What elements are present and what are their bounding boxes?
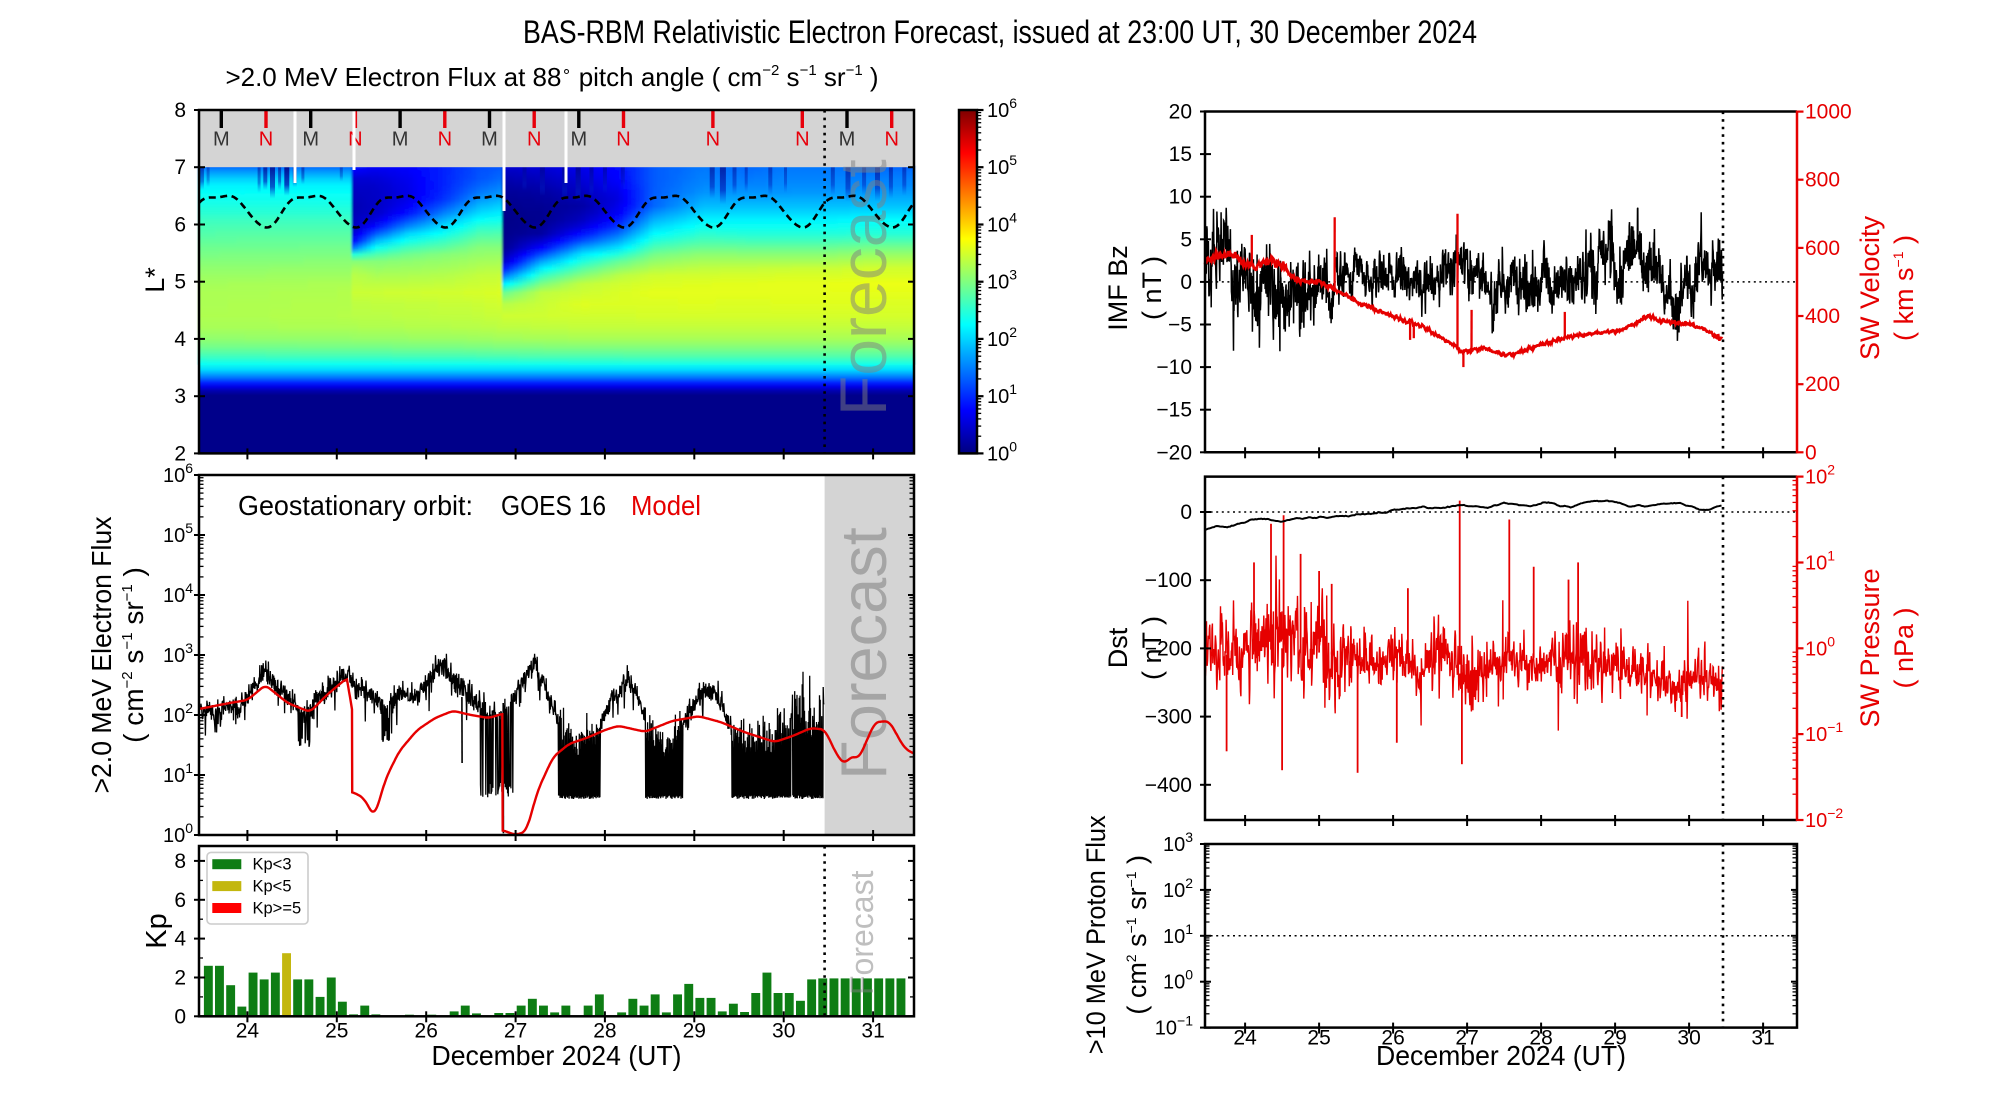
svg-text:SW Pressure: SW Pressure <box>1855 568 1885 727</box>
svg-text:M: M <box>392 129 409 151</box>
svg-text:M: M <box>839 129 856 151</box>
svg-text:29: 29 <box>683 1020 706 1043</box>
svg-text:Dst: Dst <box>1103 627 1133 668</box>
svg-text:>2.0 MeV Electron Flux: >2.0 MeV Electron Flux <box>86 517 117 794</box>
svg-text:600: 600 <box>1805 237 1840 260</box>
svg-text:Forecast: Forecast <box>826 159 900 416</box>
svg-text:26: 26 <box>1381 1027 1404 1050</box>
svg-text:SW Velocity: SW Velocity <box>1855 215 1885 360</box>
svg-text:−15: −15 <box>1156 399 1192 422</box>
svg-text:20: 20 <box>1169 101 1192 124</box>
svg-text:200: 200 <box>1805 373 1840 396</box>
svg-text:Geostationary orbit:: Geostationary orbit: <box>238 490 473 521</box>
svg-text:26: 26 <box>415 1020 438 1043</box>
svg-text:0: 0 <box>1180 271 1192 294</box>
svg-text:−10: −10 <box>1156 356 1192 379</box>
svg-text:10: 10 <box>1169 186 1192 209</box>
svg-text:Forecast: Forecast <box>827 527 900 780</box>
svg-text:30: 30 <box>1677 1027 1700 1050</box>
svg-text:2: 2 <box>174 442 186 465</box>
svg-text:( nT ): ( nT ) <box>1137 256 1167 320</box>
svg-text:400: 400 <box>1805 305 1840 328</box>
svg-text:102: 102 <box>1163 875 1193 902</box>
svg-text:1000: 1000 <box>1805 101 1852 124</box>
svg-text:7: 7 <box>174 156 186 179</box>
svg-text:28: 28 <box>1529 1027 1552 1050</box>
svg-text:Model: Model <box>631 490 701 521</box>
svg-text:800: 800 <box>1805 169 1840 192</box>
svg-text:N: N <box>795 129 809 151</box>
svg-text:M: M <box>213 129 230 151</box>
svg-text:6: 6 <box>174 214 186 237</box>
svg-text:December 2024 (UT): December 2024 (UT) <box>432 1040 682 1071</box>
svg-text:−100: −100 <box>1145 569 1192 592</box>
svg-text:N: N <box>706 129 720 151</box>
svg-text:GOES 16: GOES 16 <box>501 490 606 521</box>
svg-text:−300: −300 <box>1145 706 1192 729</box>
svg-text:0: 0 <box>174 1005 186 1028</box>
svg-text:5: 5 <box>1180 228 1192 251</box>
svg-text:Forecast: Forecast <box>844 870 880 995</box>
svg-text:December 2024 (UT): December 2024 (UT) <box>1376 1040 1626 1071</box>
svg-text:Kp>=5: Kp>=5 <box>253 900 302 918</box>
svg-text:6: 6 <box>174 889 186 912</box>
svg-text:25: 25 <box>325 1020 348 1043</box>
svg-text:M: M <box>481 129 498 151</box>
svg-text:5: 5 <box>174 271 186 294</box>
svg-text:28: 28 <box>593 1020 616 1043</box>
svg-text:( nPa ): ( nPa ) <box>1889 607 1919 688</box>
svg-text:N: N <box>616 129 630 151</box>
svg-text:>2.0 MeV Electron Flux at 88∘: >2.0 MeV Electron Flux at 88∘ pitch angl… <box>225 62 878 92</box>
svg-text:3: 3 <box>174 385 186 408</box>
svg-text:31: 31 <box>861 1020 884 1043</box>
svg-text:( km s−1 ): ( km s−1 ) <box>1889 235 1919 341</box>
svg-text:31: 31 <box>1751 1027 1774 1050</box>
svg-text:M: M <box>302 129 319 151</box>
svg-text:N: N <box>884 129 898 151</box>
svg-text:4: 4 <box>174 928 186 951</box>
svg-text:24: 24 <box>1233 1027 1257 1050</box>
svg-text:BAS-RBM Relativistic Electron: BAS-RBM Relativistic Electron Forecast, … <box>523 14 1477 50</box>
svg-text:>10 MeV Proton Flux: >10 MeV Proton Flux <box>1081 815 1111 1054</box>
svg-text:−20: −20 <box>1156 441 1192 464</box>
svg-text:8: 8 <box>174 850 186 873</box>
svg-text:0: 0 <box>1180 501 1192 524</box>
svg-text:15: 15 <box>1169 143 1192 166</box>
svg-text:−5: −5 <box>1168 314 1192 337</box>
svg-text:4: 4 <box>174 328 186 351</box>
svg-text:27: 27 <box>1455 1027 1478 1050</box>
svg-text:Kp: Kp <box>141 913 173 948</box>
svg-text:−200: −200 <box>1145 637 1192 660</box>
svg-text:27: 27 <box>504 1020 527 1043</box>
svg-text:25: 25 <box>1307 1027 1330 1050</box>
svg-text:−400: −400 <box>1145 774 1192 797</box>
svg-text:2: 2 <box>174 967 186 990</box>
svg-text:10−1: 10−1 <box>1155 1013 1193 1040</box>
svg-text:24: 24 <box>236 1020 260 1043</box>
svg-text:( nT ): ( nT ) <box>1137 616 1167 680</box>
svg-text:( cm2 s−1 sr−1 ): ( cm2 s−1 sr−1 ) <box>1122 855 1152 1015</box>
svg-text:L*: L* <box>140 267 170 293</box>
svg-text:N: N <box>259 129 273 151</box>
svg-text:IMF Bz: IMF Bz <box>1103 245 1133 331</box>
svg-text:N: N <box>527 129 541 151</box>
svg-text:Kp<5: Kp<5 <box>253 878 292 896</box>
svg-text:30: 30 <box>772 1020 795 1043</box>
svg-text:8: 8 <box>174 99 186 122</box>
svg-text:29: 29 <box>1603 1027 1626 1050</box>
svg-text:0: 0 <box>1805 441 1817 464</box>
svg-text:N: N <box>438 129 452 151</box>
svg-text:Kp<3: Kp<3 <box>253 856 292 874</box>
svg-text:M: M <box>570 129 587 151</box>
